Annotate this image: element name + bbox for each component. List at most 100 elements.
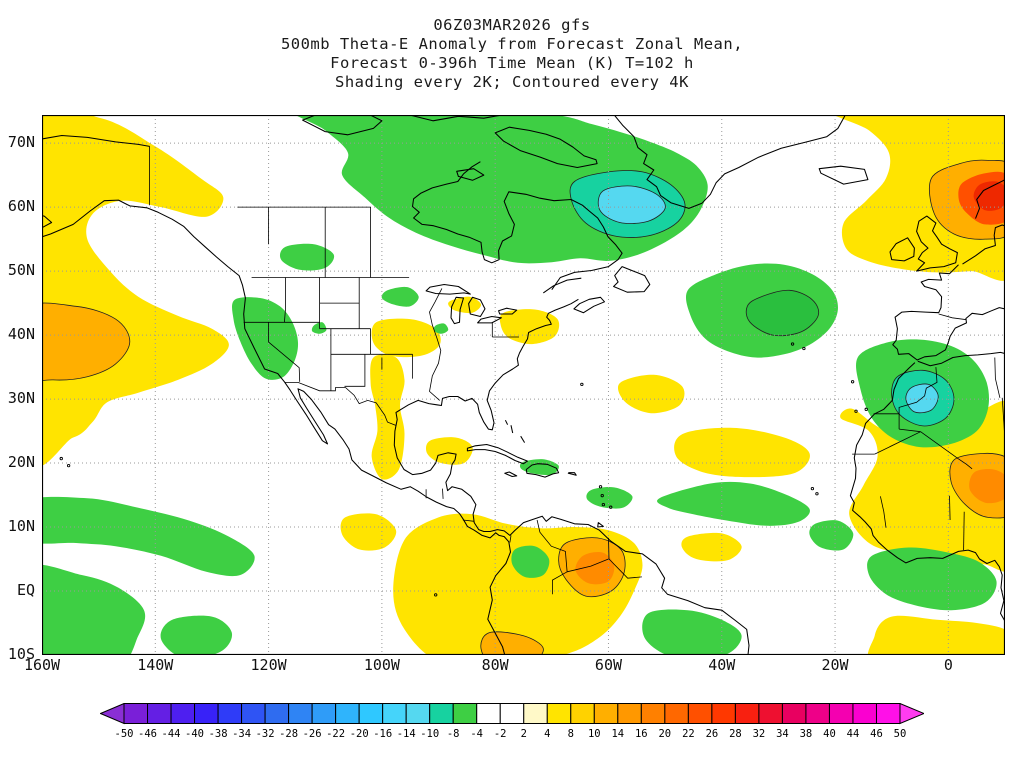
lon-tick-label: 140W	[137, 656, 174, 674]
anomaly-region-venezuela-positive-inner	[575, 552, 615, 585]
island-mark	[598, 485, 603, 489]
coastline-path	[849, 362, 1005, 623]
colorbar-segment	[476, 703, 501, 724]
colorbar-tick-label: 22	[682, 728, 695, 740]
colorbar-segment	[640, 703, 666, 724]
anomaly-region-equatorial-pacific-negative-north	[42, 496, 255, 577]
colorbar-segment	[264, 703, 290, 724]
border-line	[536, 519, 568, 595]
colorbar-segment	[781, 703, 807, 724]
colorbar-segment	[664, 703, 689, 724]
anomaly-region-tropical-atlantic-negative	[657, 481, 810, 526]
colorbar-segment	[523, 703, 548, 724]
border-line	[284, 277, 286, 323]
title-line-run: 06Z03MAR2026 gfs	[433, 16, 591, 34]
colorbar-tick-label: -14	[397, 728, 416, 740]
anomaly-region-brazil-negative	[642, 609, 742, 655]
colorbar-segment	[405, 703, 431, 724]
colorbar-tick-label: -4	[470, 728, 483, 740]
lon-tick-label: 0	[943, 656, 953, 674]
island-mark	[580, 382, 584, 387]
lat-tick-label: 20N	[7, 453, 35, 472]
title-line-variable: 500mb Theta-E Anomaly from Forecast Zona…	[280, 35, 744, 53]
colorbar-segment	[311, 703, 337, 724]
coastline-path	[567, 472, 577, 476]
lon-tick-label: 100W	[363, 656, 400, 674]
coastline-path	[818, 165, 869, 185]
border-line	[608, 537, 642, 579]
coastline-path	[916, 215, 958, 272]
coastline-path	[494, 126, 598, 169]
colorbar-segment	[335, 703, 360, 724]
colorbar-tick-label: -8	[447, 728, 460, 740]
coastline-path	[892, 264, 1005, 361]
colorbar-segment	[805, 703, 830, 724]
colorbar-segment	[452, 703, 478, 724]
coastlines	[42, 115, 1005, 655]
colorbar-tick-label: 2	[521, 728, 527, 740]
anomaly-region-great-lakes-positive	[448, 296, 482, 314]
coastline-path	[468, 296, 486, 318]
coastline-path	[889, 237, 915, 262]
lat-tick-label: EQ	[16, 581, 35, 600]
anomaly-region-west-atlantic-positive	[617, 374, 685, 414]
coastline-path	[42, 134, 150, 147]
coastline-path	[917, 351, 1005, 367]
anomaly-region-colombia-negative	[511, 545, 550, 578]
coastline-path	[510, 425, 514, 434]
colorbar-segment	[617, 703, 642, 724]
coastline-path	[597, 522, 604, 528]
colorbar-segment	[593, 703, 619, 724]
anomaly-region-peru-positive-core	[480, 631, 544, 655]
island-mark	[815, 492, 819, 496]
colorbar-segment	[499, 703, 525, 724]
lon-tick-label: 120W	[250, 656, 287, 674]
border-line	[938, 313, 967, 321]
coastline-path	[525, 463, 560, 478]
coastline-path	[425, 283, 471, 295]
border-line	[429, 288, 443, 401]
border-line	[462, 519, 475, 522]
grid-lines	[42, 115, 1005, 655]
colorbar-segment	[570, 703, 595, 724]
anomaly-region-guinea-negative	[867, 547, 997, 611]
colorbar-tick-label: 46	[870, 728, 883, 740]
island-mark	[600, 494, 604, 498]
colorbar-tick-label: 14	[611, 728, 624, 740]
colorbar-segment	[734, 703, 760, 724]
map-canvas	[42, 115, 1005, 655]
border-line	[567, 558, 609, 573]
title-line-forecast: Forecast 0-396h Time Mean (K) T=102 h	[330, 54, 694, 72]
colorbar-tick-label: 44	[847, 728, 860, 740]
border-line	[920, 431, 973, 470]
coastline-path	[450, 296, 465, 325]
anomaly-region-us-plains-positive	[371, 318, 441, 358]
anomaly-region-equatorial-pacific-negative-south	[42, 564, 146, 655]
border-line	[442, 488, 444, 499]
coastline-path	[302, 115, 383, 136]
anomaly-region-prairies-negative	[279, 243, 335, 271]
lat-tick-label: 10S	[7, 645, 35, 663]
colorbar-segment	[288, 703, 313, 724]
colorbar-tick-label: -22	[326, 728, 345, 740]
anomaly-region-europe-positive	[833, 115, 1005, 281]
lon-tick-label: 20W	[821, 656, 849, 674]
colorbar-tick-label: 10	[588, 728, 601, 740]
island-mark	[854, 409, 858, 413]
colorbar-segment	[711, 703, 736, 724]
lat-tick-label: 50N	[7, 261, 35, 280]
coastline-path	[42, 215, 53, 229]
colorbar-tick-label: -20	[350, 728, 369, 740]
lon-tick-label: 80W	[481, 656, 509, 674]
longitude-axis: 160W 140W 120W 100W 80W 60W 40W 20W 0	[24, 656, 1005, 677]
anomaly-region-south-pacific-negative	[160, 615, 233, 655]
coastline-path	[504, 419, 509, 425]
colorbar-arrow-right	[899, 703, 924, 725]
colorbar-segment	[875, 703, 901, 724]
colorbar-segment	[852, 703, 877, 724]
colorbar-tick-label: 20	[658, 728, 671, 740]
border-line	[880, 496, 887, 528]
anomaly-region-pacific-positive	[42, 115, 229, 466]
border-line	[344, 354, 366, 387]
